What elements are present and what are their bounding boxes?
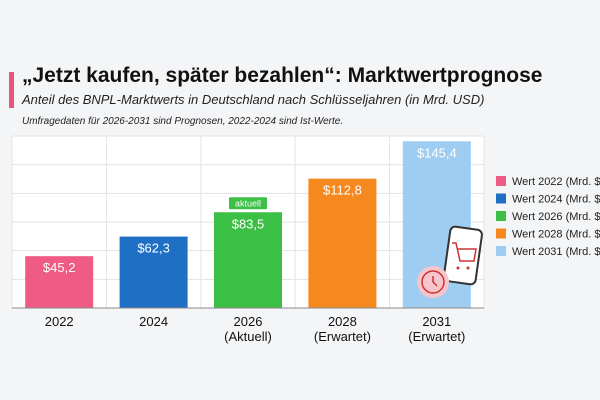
annotation-badge [229, 197, 267, 210]
x-tick-label: (Erwartet) [314, 329, 371, 344]
shopping-cart-phone-clock-icon [417, 225, 483, 298]
x-tick-label: 2022 [45, 314, 74, 329]
legend-swatch [496, 228, 506, 239]
legend-label: Wert 2031 (Mrd. $) [512, 246, 600, 258]
data-label: $62,3 [137, 241, 170, 256]
data-label: $145,4 [417, 145, 457, 160]
title-accent-bar [9, 72, 14, 108]
chart-subtitle: Anteil des BNPL-Marktwerts in Deutschlan… [22, 92, 485, 107]
chart-title: „Jetzt kaufen, später bezahlen“: Marktwe… [22, 64, 543, 87]
legend-label: Wert 2028 (Mrd. $) [512, 229, 600, 241]
x-tick-label: 2031 [422, 314, 451, 329]
chart-note: Umfragedaten für 2026-2031 sind Prognose… [22, 116, 344, 127]
bar-2022 [25, 256, 94, 308]
legend-swatch [496, 246, 506, 256]
x-tick-label: 2024 [139, 314, 168, 329]
data-label: $112,8 [323, 183, 362, 198]
legend-label: Wert 2026 (Mrd. $) [512, 211, 600, 223]
data-label: $45,2 [43, 260, 76, 275]
x-tick-label: 2028 [328, 314, 357, 329]
bar-2028 [308, 178, 377, 308]
legend-label: Wert 2024 (Mrd. $) [512, 194, 600, 206]
annotation-label: aktuell [235, 198, 261, 208]
legend-swatch [496, 211, 506, 221]
bar-2024 [119, 236, 188, 308]
data-label: $83,5 [232, 216, 265, 231]
x-tick-label: (Erwartet) [408, 329, 465, 344]
legend-label: Wert 2022 (Mrd. $) [512, 176, 600, 188]
legend-swatch [496, 176, 506, 186]
legend-swatch [496, 193, 506, 204]
bar-2026 [214, 212, 282, 308]
x-tick-label: 2026 [234, 314, 263, 329]
x-tick-label: (Aktuell) [224, 329, 272, 344]
